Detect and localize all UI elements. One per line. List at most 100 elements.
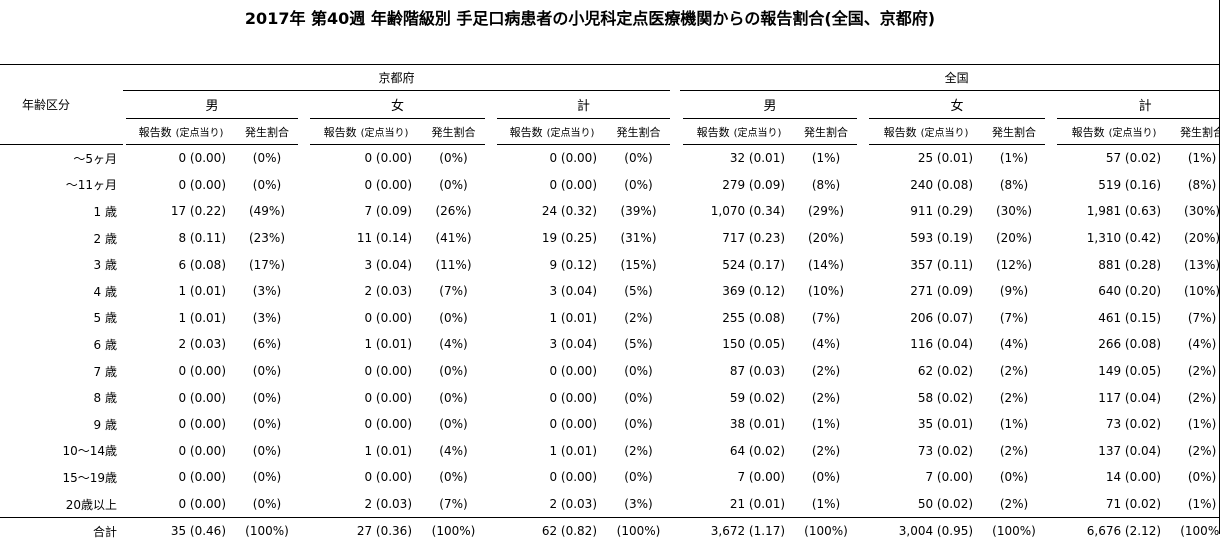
ratio-cell: (0%) xyxy=(422,172,485,199)
count-cell: 117 (0.04) xyxy=(1057,384,1171,411)
ratio-cell: (100%) xyxy=(607,518,670,544)
cell-spacer xyxy=(857,198,869,225)
count-cell: 6,676 (2.12) xyxy=(1057,518,1171,544)
count-column-label: 報告数 xyxy=(510,126,543,139)
ratio-cell: (6%) xyxy=(236,331,298,358)
count-column-label: 報告数 xyxy=(697,126,730,139)
ratio-cell: (0%) xyxy=(607,358,670,385)
cell-spacer xyxy=(485,278,497,305)
ratio-cell: (0%) xyxy=(422,145,485,172)
ratio-cell: (5%) xyxy=(607,278,670,305)
count-cell: 0 (0.00) xyxy=(310,464,422,491)
ratio-cell: (1%) xyxy=(795,411,857,438)
sex-header-kyoto: 女 xyxy=(310,91,485,119)
count-cell: 35 (0.46) xyxy=(126,518,236,544)
count-cell: 149 (0.05) xyxy=(1057,358,1171,385)
count-cell: 1 (0.01) xyxy=(310,438,422,465)
sex-header-kyoto: 計 xyxy=(497,91,670,119)
cell-spacer xyxy=(1045,251,1057,278)
cell-spacer xyxy=(857,464,869,491)
cell-spacer xyxy=(857,438,869,465)
count-cell: 3,672 (1.17) xyxy=(683,518,795,544)
ratio-cell: (4%) xyxy=(795,331,857,358)
cell-spacer xyxy=(298,198,310,225)
cell-spacer xyxy=(298,438,310,465)
count-cell: 19 (0.25) xyxy=(497,225,607,252)
sex-header-national: 男 xyxy=(683,91,857,119)
count-cell: 206 (0.07) xyxy=(869,305,983,332)
cell-spacer xyxy=(857,278,869,305)
age-label: 20歳以上 xyxy=(0,491,123,518)
cell-spacer xyxy=(1045,145,1057,172)
ratio-cell: (100%) xyxy=(983,518,1045,544)
count-cell: 58 (0.02) xyxy=(869,384,983,411)
age-label: 6 歳 xyxy=(0,331,123,358)
count-column-note: (定点当り) xyxy=(734,128,782,139)
ratio-cell: (2%) xyxy=(983,358,1045,385)
count-column-note: (定点当り) xyxy=(1109,128,1157,139)
ratio-cell: (0%) xyxy=(607,411,670,438)
ratio-cell: (41%) xyxy=(422,225,485,252)
ratio-cell: (31%) xyxy=(607,225,670,252)
count-cell: 59 (0.02) xyxy=(683,384,795,411)
age-label: 5 歳 xyxy=(0,305,123,332)
count-cell: 240 (0.08) xyxy=(869,172,983,199)
ratio-cell: (0%) xyxy=(795,464,857,491)
ratio-cell: (1%) xyxy=(795,491,857,518)
count-cell: 21 (0.01) xyxy=(683,491,795,518)
ratio-cell: (100%) xyxy=(236,518,298,544)
cell-spacer xyxy=(298,518,310,544)
count-cell: 7 (0.00) xyxy=(683,464,795,491)
region-gap xyxy=(670,91,680,119)
count-cell: 911 (0.29) xyxy=(869,198,983,225)
count-column-label: 報告数 xyxy=(1072,126,1105,139)
count-cell: 1 (0.01) xyxy=(497,438,607,465)
ratio-cell: (2%) xyxy=(607,438,670,465)
sex-spacer xyxy=(857,91,869,119)
ratio-cell: (1%) xyxy=(983,145,1045,172)
ratio-cell: (2%) xyxy=(1171,438,1220,465)
count-cell: 0 (0.00) xyxy=(126,438,236,465)
region-gap xyxy=(670,198,680,225)
ratio-cell: (0%) xyxy=(422,464,485,491)
report-table: 年齢区分 京都府 全国 男女計男女計 報告数(定点当り)発生割合報告数(定点当り… xyxy=(0,64,1220,544)
count-cell: 50 (0.02) xyxy=(869,491,983,518)
count-column-note: (定点当り) xyxy=(921,128,969,139)
count-cell: 0 (0.00) xyxy=(310,172,422,199)
ratio-cell: (7%) xyxy=(422,491,485,518)
region-gap xyxy=(670,384,680,411)
count-cell: 271 (0.09) xyxy=(869,278,983,305)
cell-spacer xyxy=(1045,225,1057,252)
cell-spacer xyxy=(485,491,497,518)
ratio-cell: (26%) xyxy=(422,198,485,225)
age-label: 15〜19歳 xyxy=(0,464,123,491)
ratio-cell: (0%) xyxy=(607,464,670,491)
region-gap xyxy=(670,172,680,199)
count-cell: 1 (0.01) xyxy=(126,278,236,305)
ratio-cell: (7%) xyxy=(422,278,485,305)
cell-spacer xyxy=(298,145,310,172)
ratio-cell: (0%) xyxy=(422,358,485,385)
cell-spacer xyxy=(857,331,869,358)
count-cell: 57 (0.02) xyxy=(1057,145,1171,172)
cell-spacer xyxy=(857,518,869,544)
cell-spacer xyxy=(485,305,497,332)
count-cell: 0 (0.00) xyxy=(497,384,607,411)
ratio-cell: (0%) xyxy=(422,411,485,438)
ratio-cell: (1%) xyxy=(1171,145,1220,172)
ratio-cell: (2%) xyxy=(983,438,1045,465)
count-column-label: 報告数 xyxy=(139,126,172,139)
age-label: 3 歳 xyxy=(0,251,123,278)
ratio-cell: (2%) xyxy=(795,384,857,411)
ratio-cell: (0%) xyxy=(422,384,485,411)
count-cell: 62 (0.82) xyxy=(497,518,607,544)
age-label: 1 歳 xyxy=(0,198,123,225)
cell-spacer xyxy=(485,172,497,199)
region-gap xyxy=(670,438,680,465)
count-cell: 0 (0.00) xyxy=(497,358,607,385)
count-column-label: 報告数 xyxy=(884,126,917,139)
